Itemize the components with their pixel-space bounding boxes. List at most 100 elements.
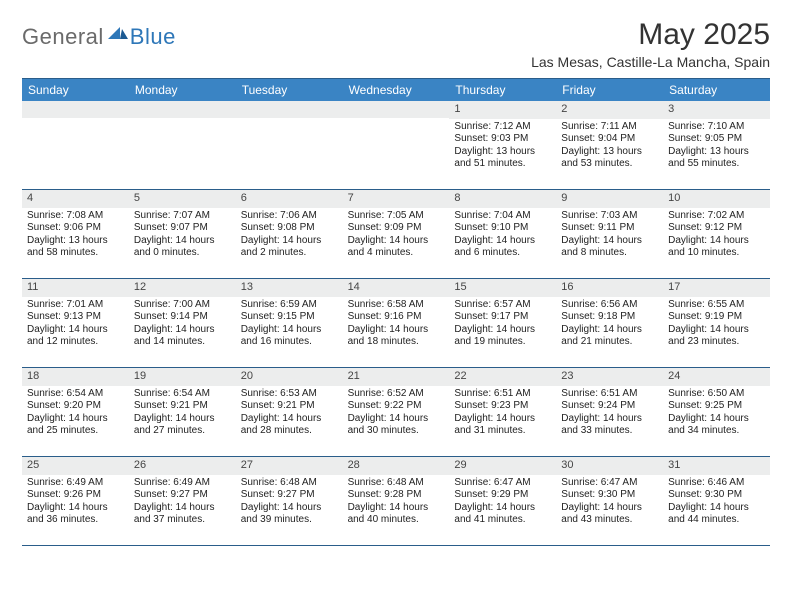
daylight-line: Daylight: 14 hours and 28 minutes. xyxy=(241,413,338,438)
daylight-line: Daylight: 14 hours and 16 minutes. xyxy=(241,324,338,349)
sunrise-line: Sunrise: 6:49 AM xyxy=(27,477,124,490)
daylight-line: Daylight: 14 hours and 39 minutes. xyxy=(241,502,338,527)
day-of-week-header: SundayMondayTuesdayWednesdayThursdayFrid… xyxy=(22,79,770,101)
daylight-line: Daylight: 14 hours and 37 minutes. xyxy=(134,502,231,527)
sunrise-line: Sunrise: 7:01 AM xyxy=(27,299,124,312)
week-row: 1Sunrise: 7:12 AMSunset: 9:03 PMDaylight… xyxy=(22,101,770,190)
week-row: 25Sunrise: 6:49 AMSunset: 9:26 PMDayligh… xyxy=(22,457,770,546)
day-cell: 23Sunrise: 6:51 AMSunset: 9:24 PMDayligh… xyxy=(556,368,663,456)
day-number: 30 xyxy=(556,457,663,475)
day-number: 8 xyxy=(449,190,556,208)
sunrise-line: Sunrise: 6:57 AM xyxy=(454,299,551,312)
daylight-line: Daylight: 14 hours and 34 minutes. xyxy=(668,413,765,438)
sunrise-line: Sunrise: 7:00 AM xyxy=(134,299,231,312)
week-row: 4 Sunrise: 7:08 AMSunset: 9:06 PM Daylight… xyxy=(22,190,770,279)
day-cell: 24Sunrise: 6:50 AMSunset: 9:25 PMDayligh… xyxy=(663,368,770,456)
day-cell-empty xyxy=(129,101,236,189)
sunset-line: Sunset: 9:22 PM xyxy=(348,400,445,413)
day-number: 6 xyxy=(236,190,343,208)
daylight-line: Daylight: 14 hours and 2 minutes. xyxy=(241,235,338,260)
daylight-line: Daylight: 13 hours and 53 minutes. xyxy=(561,146,658,171)
sunset-line: Sunset: 9:17 PM xyxy=(454,311,551,324)
daylight-line: Daylight: 14 hours and 31 minutes. xyxy=(454,413,551,438)
day-cell: 28Sunrise: 6:48 AMSunset: 9:28 PMDayligh… xyxy=(343,457,450,545)
sunrise-line: Sunrise: 6:56 AM xyxy=(561,299,658,312)
sunrise-line: Sunrise: 7:04 AM xyxy=(454,210,551,223)
sunrise-line: Sunrise: 6:48 AM xyxy=(241,477,338,490)
day-number: 16 xyxy=(556,279,663,297)
sunset-line: Sunset: 9:21 PM xyxy=(134,400,231,413)
dow-cell: Monday xyxy=(129,79,236,101)
daylight-line: Daylight: 14 hours and 41 minutes. xyxy=(454,502,551,527)
sunset-line: Sunset: 9:06 PM xyxy=(27,222,124,235)
day-cell: 3Sunrise: 7:10 AMSunset: 9:05 PMDaylight… xyxy=(663,101,770,189)
daylight-line: Daylight: 13 hours and 51 minutes. xyxy=(454,146,551,171)
month-title: May 2025 xyxy=(531,18,770,52)
sunset-line: Sunset: 9:27 PM xyxy=(241,489,338,502)
day-number: 9 xyxy=(556,190,663,208)
sunrise-line: Sunrise: 7:11 AM xyxy=(561,121,658,134)
day-cell: 25Sunrise: 6:49 AMSunset: 9:26 PMDayligh… xyxy=(22,457,129,545)
day-number: 10 xyxy=(663,190,770,208)
logo-mark-icon xyxy=(108,25,128,44)
dow-cell: Saturday xyxy=(663,79,770,101)
daylight-line: Daylight: 13 hours and 55 minutes. xyxy=(668,146,765,171)
logo-text-general: General xyxy=(22,24,104,50)
day-cell: 16Sunrise: 6:56 AMSunset: 9:18 PMDayligh… xyxy=(556,279,663,367)
day-cell: 27 Sunrise: 6:48 AMSunset: 9:27 PMDayligh… xyxy=(236,457,343,545)
sunrise-line: Sunrise: 7:08 AM xyxy=(27,210,124,223)
sunset-line: Sunset: 9:26 PM xyxy=(27,489,124,502)
sunset-line: Sunset: 9:30 PM xyxy=(561,489,658,502)
day-cell: 13Sunrise: 6:59 AMSunset: 9:15 PMDayligh… xyxy=(236,279,343,367)
sunset-line: Sunset: 9:19 PM xyxy=(668,311,765,324)
daylight-line: Daylight: 14 hours and 14 minutes. xyxy=(134,324,231,349)
day-number: 15 xyxy=(449,279,556,297)
sunset-line: Sunset: 9:05 PM xyxy=(668,133,765,146)
day-number: 19 xyxy=(129,368,236,386)
day-cell: 8Sunrise: 7:04 AMSunset: 9:10 PMDaylight… xyxy=(449,190,556,278)
day-number: 18 xyxy=(22,368,129,386)
day-number xyxy=(129,101,236,118)
day-cell: 21Sunrise: 6:52 AMSunset: 9:22 PMDayligh… xyxy=(343,368,450,456)
day-number xyxy=(236,101,343,118)
sunrise-line: Sunrise: 7:06 AM xyxy=(241,210,338,223)
daylight-line: Daylight: 14 hours and 44 minutes. xyxy=(668,502,765,527)
day-number: 27 xyxy=(236,457,343,475)
sunset-line: Sunset: 9:12 PM xyxy=(668,222,765,235)
day-number: 13 xyxy=(236,279,343,297)
day-number: 31 xyxy=(663,457,770,475)
day-cell: 17Sunrise: 6:55 AMSunset: 9:19 PMDayligh… xyxy=(663,279,770,367)
day-cell-empty xyxy=(236,101,343,189)
daylight-line: Daylight: 14 hours and 0 minutes. xyxy=(134,235,231,260)
day-cell: 18Sunrise: 6:54 AMSunset: 9:20 PMDayligh… xyxy=(22,368,129,456)
day-cell: 11Sunrise: 7:01 AMSunset: 9:13 PMDayligh… xyxy=(22,279,129,367)
day-number xyxy=(343,101,450,118)
location-subtitle: Las Mesas, Castille-La Mancha, Spain xyxy=(531,54,770,70)
day-number: 26 xyxy=(129,457,236,475)
day-cell-empty xyxy=(343,101,450,189)
day-number: 4 xyxy=(22,190,129,208)
sunset-line: Sunset: 9:13 PM xyxy=(27,311,124,324)
day-number: 24 xyxy=(663,368,770,386)
day-cell-empty xyxy=(22,101,129,189)
daylight-line: Daylight: 14 hours and 4 minutes. xyxy=(348,235,445,260)
weeks-container: 1Sunrise: 7:12 AMSunset: 9:03 PMDaylight… xyxy=(22,101,770,546)
sunrise-line: Sunrise: 6:53 AM xyxy=(241,388,338,401)
day-cell: 19Sunrise: 6:54 AMSunset: 9:21 PMDayligh… xyxy=(129,368,236,456)
sunrise-line: Sunrise: 6:54 AM xyxy=(134,388,231,401)
sunset-line: Sunset: 9:28 PM xyxy=(348,489,445,502)
daylight-line: Daylight: 14 hours and 43 minutes. xyxy=(561,502,658,527)
day-number: 20 xyxy=(236,368,343,386)
day-number: 5 xyxy=(129,190,236,208)
sunset-line: Sunset: 9:03 PM xyxy=(454,133,551,146)
dow-cell: Thursday xyxy=(449,79,556,101)
day-cell: 20Sunrise: 6:53 AMSunset: 9:21 PMDayligh… xyxy=(236,368,343,456)
day-number: 1 xyxy=(449,101,556,119)
day-cell: 1Sunrise: 7:12 AMSunset: 9:03 PMDaylight… xyxy=(449,101,556,189)
daylight-line: Daylight: 14 hours and 18 minutes. xyxy=(348,324,445,349)
daylight-line: Daylight: 14 hours and 19 minutes. xyxy=(454,324,551,349)
daylight-line: Daylight: 14 hours and 12 minutes. xyxy=(27,324,124,349)
sunset-line: Sunset: 9:11 PM xyxy=(561,222,658,235)
day-cell: 4Sunrise: 7:08 AMSunset: 9:06 PMDaylight… xyxy=(22,190,129,278)
daylight-line: Daylight: 14 hours and 25 minutes. xyxy=(27,413,124,438)
